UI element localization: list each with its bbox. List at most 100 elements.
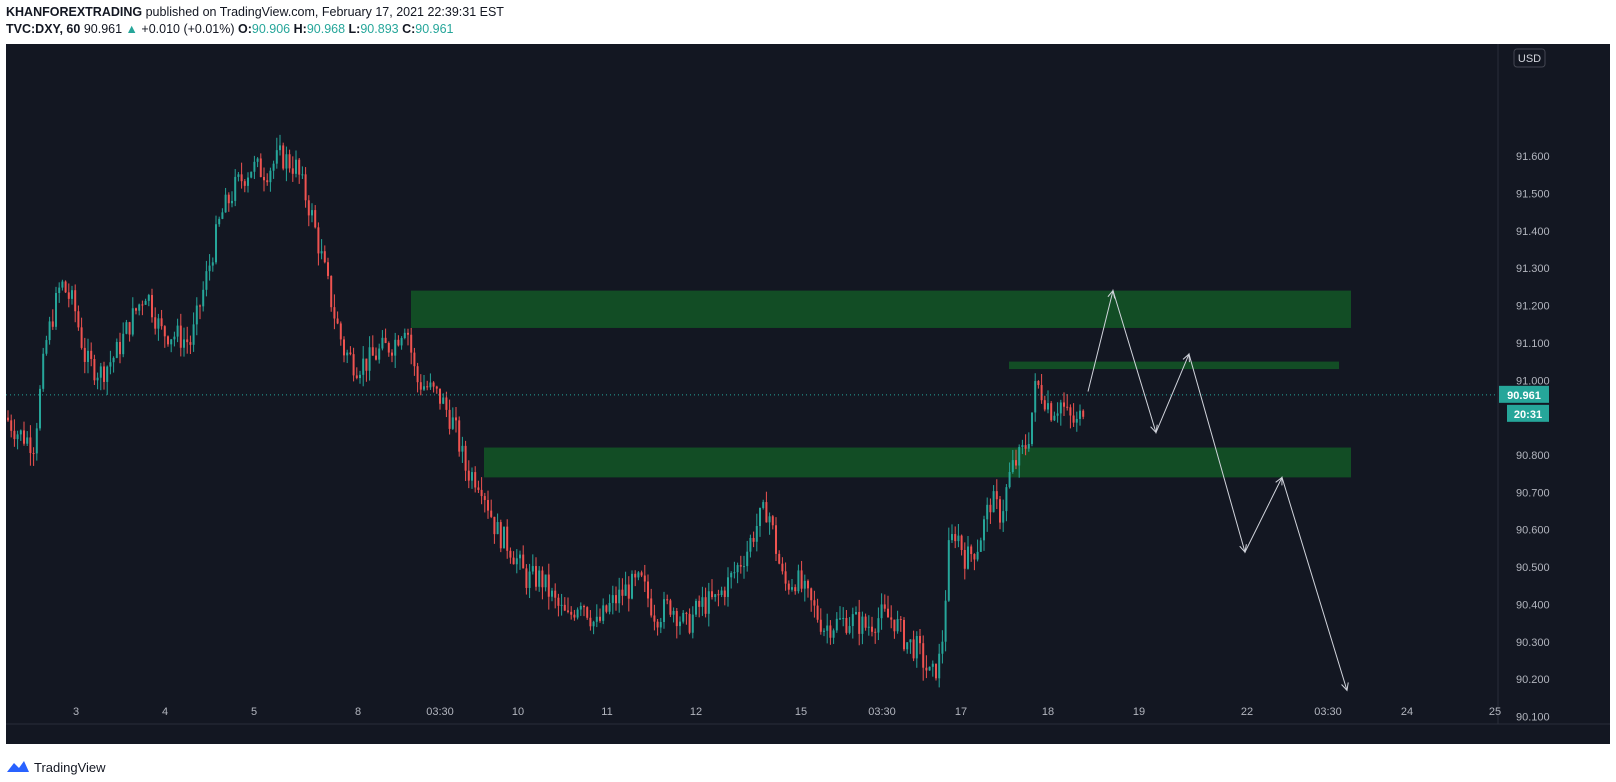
projection-arrowhead bbox=[1275, 476, 1283, 486]
author-name[interactable]: KHANFOREXTRADING bbox=[6, 5, 143, 19]
candle-body bbox=[451, 417, 454, 429]
time-axis[interactable]: 3 4 5 8 03:30 10 11 12 15 03:30 17 18 19 22 03:30 24 25 bbox=[73, 706, 1501, 718]
candle-body bbox=[803, 580, 806, 589]
symbol-label: TVC:DXY, 60 bbox=[6, 22, 81, 36]
low-value: 90.893 bbox=[360, 22, 399, 36]
candle-body bbox=[608, 602, 611, 612]
candle-body bbox=[39, 388, 41, 429]
candle-body bbox=[903, 619, 905, 650]
brand-name[interactable]: TradingView bbox=[34, 759, 106, 775]
candle-body bbox=[800, 570, 803, 589]
candle-body bbox=[807, 580, 809, 589]
candle-body bbox=[528, 571, 531, 588]
candle-body bbox=[154, 317, 157, 329]
price-tick-label: 91.400 bbox=[1516, 226, 1550, 238]
zone-0[interactable] bbox=[411, 290, 1351, 328]
price-tick-label: 90.800 bbox=[1516, 450, 1550, 462]
candle-body bbox=[567, 610, 569, 612]
candle-body bbox=[707, 591, 710, 614]
candle-body bbox=[653, 615, 656, 622]
candle-body bbox=[957, 535, 960, 542]
candle-body bbox=[45, 340, 48, 354]
candle-body bbox=[989, 504, 992, 513]
candle-body bbox=[461, 445, 464, 452]
candle-body bbox=[1063, 402, 1065, 407]
candle-body bbox=[695, 600, 697, 615]
candle-body bbox=[1002, 511, 1005, 523]
currency-badge-box bbox=[1513, 48, 1546, 68]
countdown-badge-box bbox=[1507, 404, 1549, 422]
candle-body bbox=[883, 604, 886, 609]
close-value: 90.961 bbox=[415, 22, 454, 36]
last-price-badge-box bbox=[1499, 385, 1549, 403]
candle-body bbox=[570, 611, 573, 615]
candle-body bbox=[576, 609, 579, 618]
candle-body bbox=[912, 639, 915, 659]
candle-body bbox=[400, 338, 403, 346]
candle-body bbox=[413, 352, 416, 367]
zone-1[interactable] bbox=[1009, 361, 1339, 370]
zone-2[interactable] bbox=[484, 447, 1351, 478]
candle-body bbox=[736, 565, 739, 573]
candle-body bbox=[685, 612, 688, 614]
candle-body bbox=[445, 397, 448, 410]
price-chart[interactable]: 91.600 91.500 91.400 91.300 91.200 91.100 91.0… bbox=[6, 44, 1610, 744]
candle-body bbox=[967, 546, 969, 569]
price-tick-label: 90.600 bbox=[1516, 525, 1550, 537]
candle-body bbox=[723, 590, 726, 597]
price-tick-label: 90.700 bbox=[1516, 487, 1550, 499]
price-tick-label: 90.300 bbox=[1516, 637, 1550, 649]
candle-body bbox=[333, 307, 336, 319]
candle-body bbox=[391, 352, 393, 356]
candle-body bbox=[323, 251, 326, 263]
candle-body bbox=[752, 537, 755, 542]
projection-arrowhead bbox=[1341, 682, 1349, 692]
candle-body bbox=[419, 382, 422, 390]
candle-body bbox=[1008, 472, 1011, 488]
candle-body bbox=[247, 177, 249, 186]
high-label: H: bbox=[293, 22, 307, 36]
candle-body bbox=[765, 502, 768, 523]
candle-body bbox=[263, 176, 265, 181]
candle-body bbox=[1047, 403, 1049, 410]
candle-body bbox=[855, 611, 857, 615]
price-axis[interactable]: 91.600 91.500 91.400 91.300 91.200 91.100 91.0… bbox=[1516, 151, 1550, 723]
candle-body bbox=[74, 290, 77, 312]
candle-body bbox=[525, 568, 528, 588]
time-tick-label: 17 bbox=[955, 706, 967, 718]
candle-body bbox=[407, 332, 409, 335]
candle-body bbox=[691, 614, 694, 633]
countdown-label: 20:31 bbox=[1514, 409, 1542, 421]
candle-body bbox=[122, 333, 125, 355]
candle-body bbox=[243, 181, 246, 186]
candle-body bbox=[1069, 407, 1072, 416]
candle-body bbox=[672, 610, 675, 615]
candle-body bbox=[861, 616, 864, 634]
candle-body bbox=[983, 519, 985, 541]
candle-body bbox=[867, 626, 870, 628]
candle-body bbox=[10, 420, 13, 431]
candle-body bbox=[288, 154, 291, 169]
candle-body bbox=[874, 631, 877, 633]
candle-body bbox=[947, 540, 950, 601]
candle-body bbox=[839, 618, 841, 620]
open-value: 90.906 bbox=[251, 22, 291, 36]
candle-body bbox=[125, 322, 128, 334]
candle-body bbox=[931, 663, 934, 667]
currency-badge[interactable]: USD bbox=[1513, 48, 1546, 68]
candle-body bbox=[1056, 413, 1059, 416]
candle-body bbox=[307, 200, 310, 216]
time-tick-label: 8 bbox=[355, 706, 361, 718]
candle-body bbox=[432, 382, 435, 387]
candle-body bbox=[387, 342, 390, 353]
candle-body bbox=[103, 366, 105, 382]
candle-body bbox=[778, 553, 781, 564]
candle-body bbox=[919, 636, 921, 644]
chart-area[interactable]: 91.600 91.500 91.400 91.300 91.200 91.100 91.0… bbox=[6, 44, 1610, 744]
candle-body bbox=[215, 224, 217, 263]
candle-body bbox=[349, 352, 352, 355]
candle-body bbox=[784, 571, 787, 584]
candle-body bbox=[663, 599, 665, 623]
projection-path[interactable] bbox=[1087, 288, 1348, 691]
candle-body bbox=[711, 591, 713, 598]
